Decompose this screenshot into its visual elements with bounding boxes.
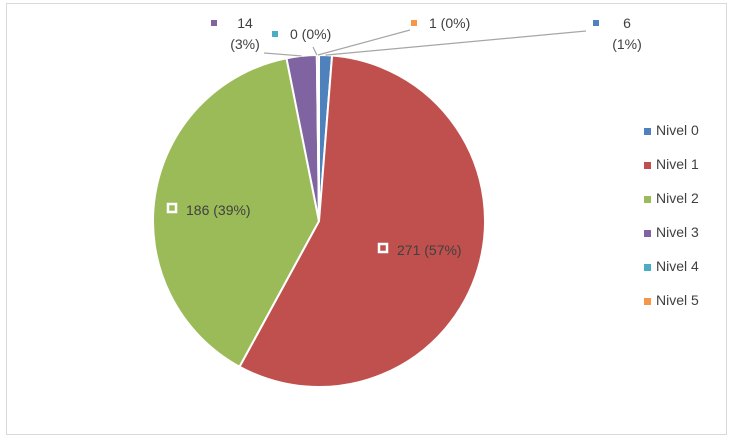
- leader-line-nivel-4: [312, 46, 318, 56]
- leader-line-nivel-5: [317, 29, 411, 56]
- data-label-nivel-0-value: 6: [623, 15, 631, 31]
- data-label-marker-nivel-0: [593, 20, 599, 26]
- data-label-nivel-1: 271 (57%): [397, 242, 462, 258]
- data-label-marker-nivel-3: [211, 20, 217, 26]
- legend-swatch-nivel-1: [644, 162, 651, 169]
- data-label-marker-nivel-5: [411, 20, 417, 26]
- data-label-nivel-3-percent: (3%): [230, 36, 260, 52]
- data-label-nivel-0-percent: (1%): [612, 36, 642, 52]
- legend-swatch-nivel-5: [644, 298, 651, 305]
- legend-label-nivel-0: Nivel 0: [656, 122, 699, 138]
- pie-slice-nivel-1: [238, 54, 486, 388]
- legend-label-nivel-5: Nivel 5: [656, 292, 699, 308]
- legend-label-nivel-1: Nivel 1: [656, 156, 699, 172]
- leader-line-nivel-3: [263, 52, 302, 57]
- data-label-nivel-4: 0 (0%): [290, 26, 331, 42]
- legend-swatch-nivel-3: [644, 230, 651, 237]
- legend-swatch-nivel-0: [644, 128, 651, 135]
- legend-swatch-nivel-4: [644, 264, 651, 271]
- legend-label-nivel-2: Nivel 2: [656, 190, 699, 206]
- data-label-nivel-5: 1 (0%): [429, 15, 470, 31]
- data-label-marker-nivel-4: [272, 31, 278, 37]
- data-label-nivel-3-value: 14: [237, 15, 253, 31]
- legend-label-nivel-4: Nivel 4: [656, 258, 699, 274]
- legend-label-nivel-3: Nivel 3: [656, 224, 699, 240]
- data-label-nivel-2: 186 (39%): [186, 202, 251, 218]
- pie-slice-nivel-2: [152, 57, 321, 369]
- data-label-marker-nivel-2: [166, 202, 178, 214]
- data-label-marker-nivel-1: [377, 242, 389, 254]
- leader-line-nivel-0: [325, 30, 587, 56]
- legend-swatch-nivel-2: [644, 196, 651, 203]
